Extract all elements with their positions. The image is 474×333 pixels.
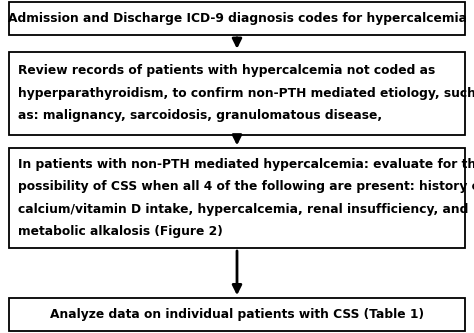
Text: calcium/vitamin D intake, hypercalcemia, renal insufficiency, and: calcium/vitamin D intake, hypercalcemia,… xyxy=(18,203,468,216)
Text: In patients with non-PTH mediated hypercalcemia: evaluate for the: In patients with non-PTH mediated hyperc… xyxy=(18,158,474,171)
FancyBboxPatch shape xyxy=(9,148,465,248)
Text: Review records of patients with hypercalcemia not coded as: Review records of patients with hypercal… xyxy=(18,64,435,78)
Text: metabolic alkalosis (Figure 2): metabolic alkalosis (Figure 2) xyxy=(18,225,223,238)
Text: Admission and Discharge ICD-9 diagnosis codes for hypercalcemia: Admission and Discharge ICD-9 diagnosis … xyxy=(8,12,466,25)
Text: Analyze data on individual patients with CSS (Table 1): Analyze data on individual patients with… xyxy=(50,308,424,321)
FancyBboxPatch shape xyxy=(9,52,465,135)
FancyBboxPatch shape xyxy=(9,2,465,35)
Text: possibility of CSS when all 4 of the following are present: history of: possibility of CSS when all 4 of the fol… xyxy=(18,180,474,193)
Text: as: malignancy, sarcoidosis, granulomatous disease, ​: as: malignancy, sarcoidosis, granulomato… xyxy=(18,109,386,122)
FancyBboxPatch shape xyxy=(9,298,465,331)
Text: hyperparathyroidism, to confirm non-PTH mediated etiology, such: hyperparathyroidism, to confirm non-PTH … xyxy=(18,87,474,100)
